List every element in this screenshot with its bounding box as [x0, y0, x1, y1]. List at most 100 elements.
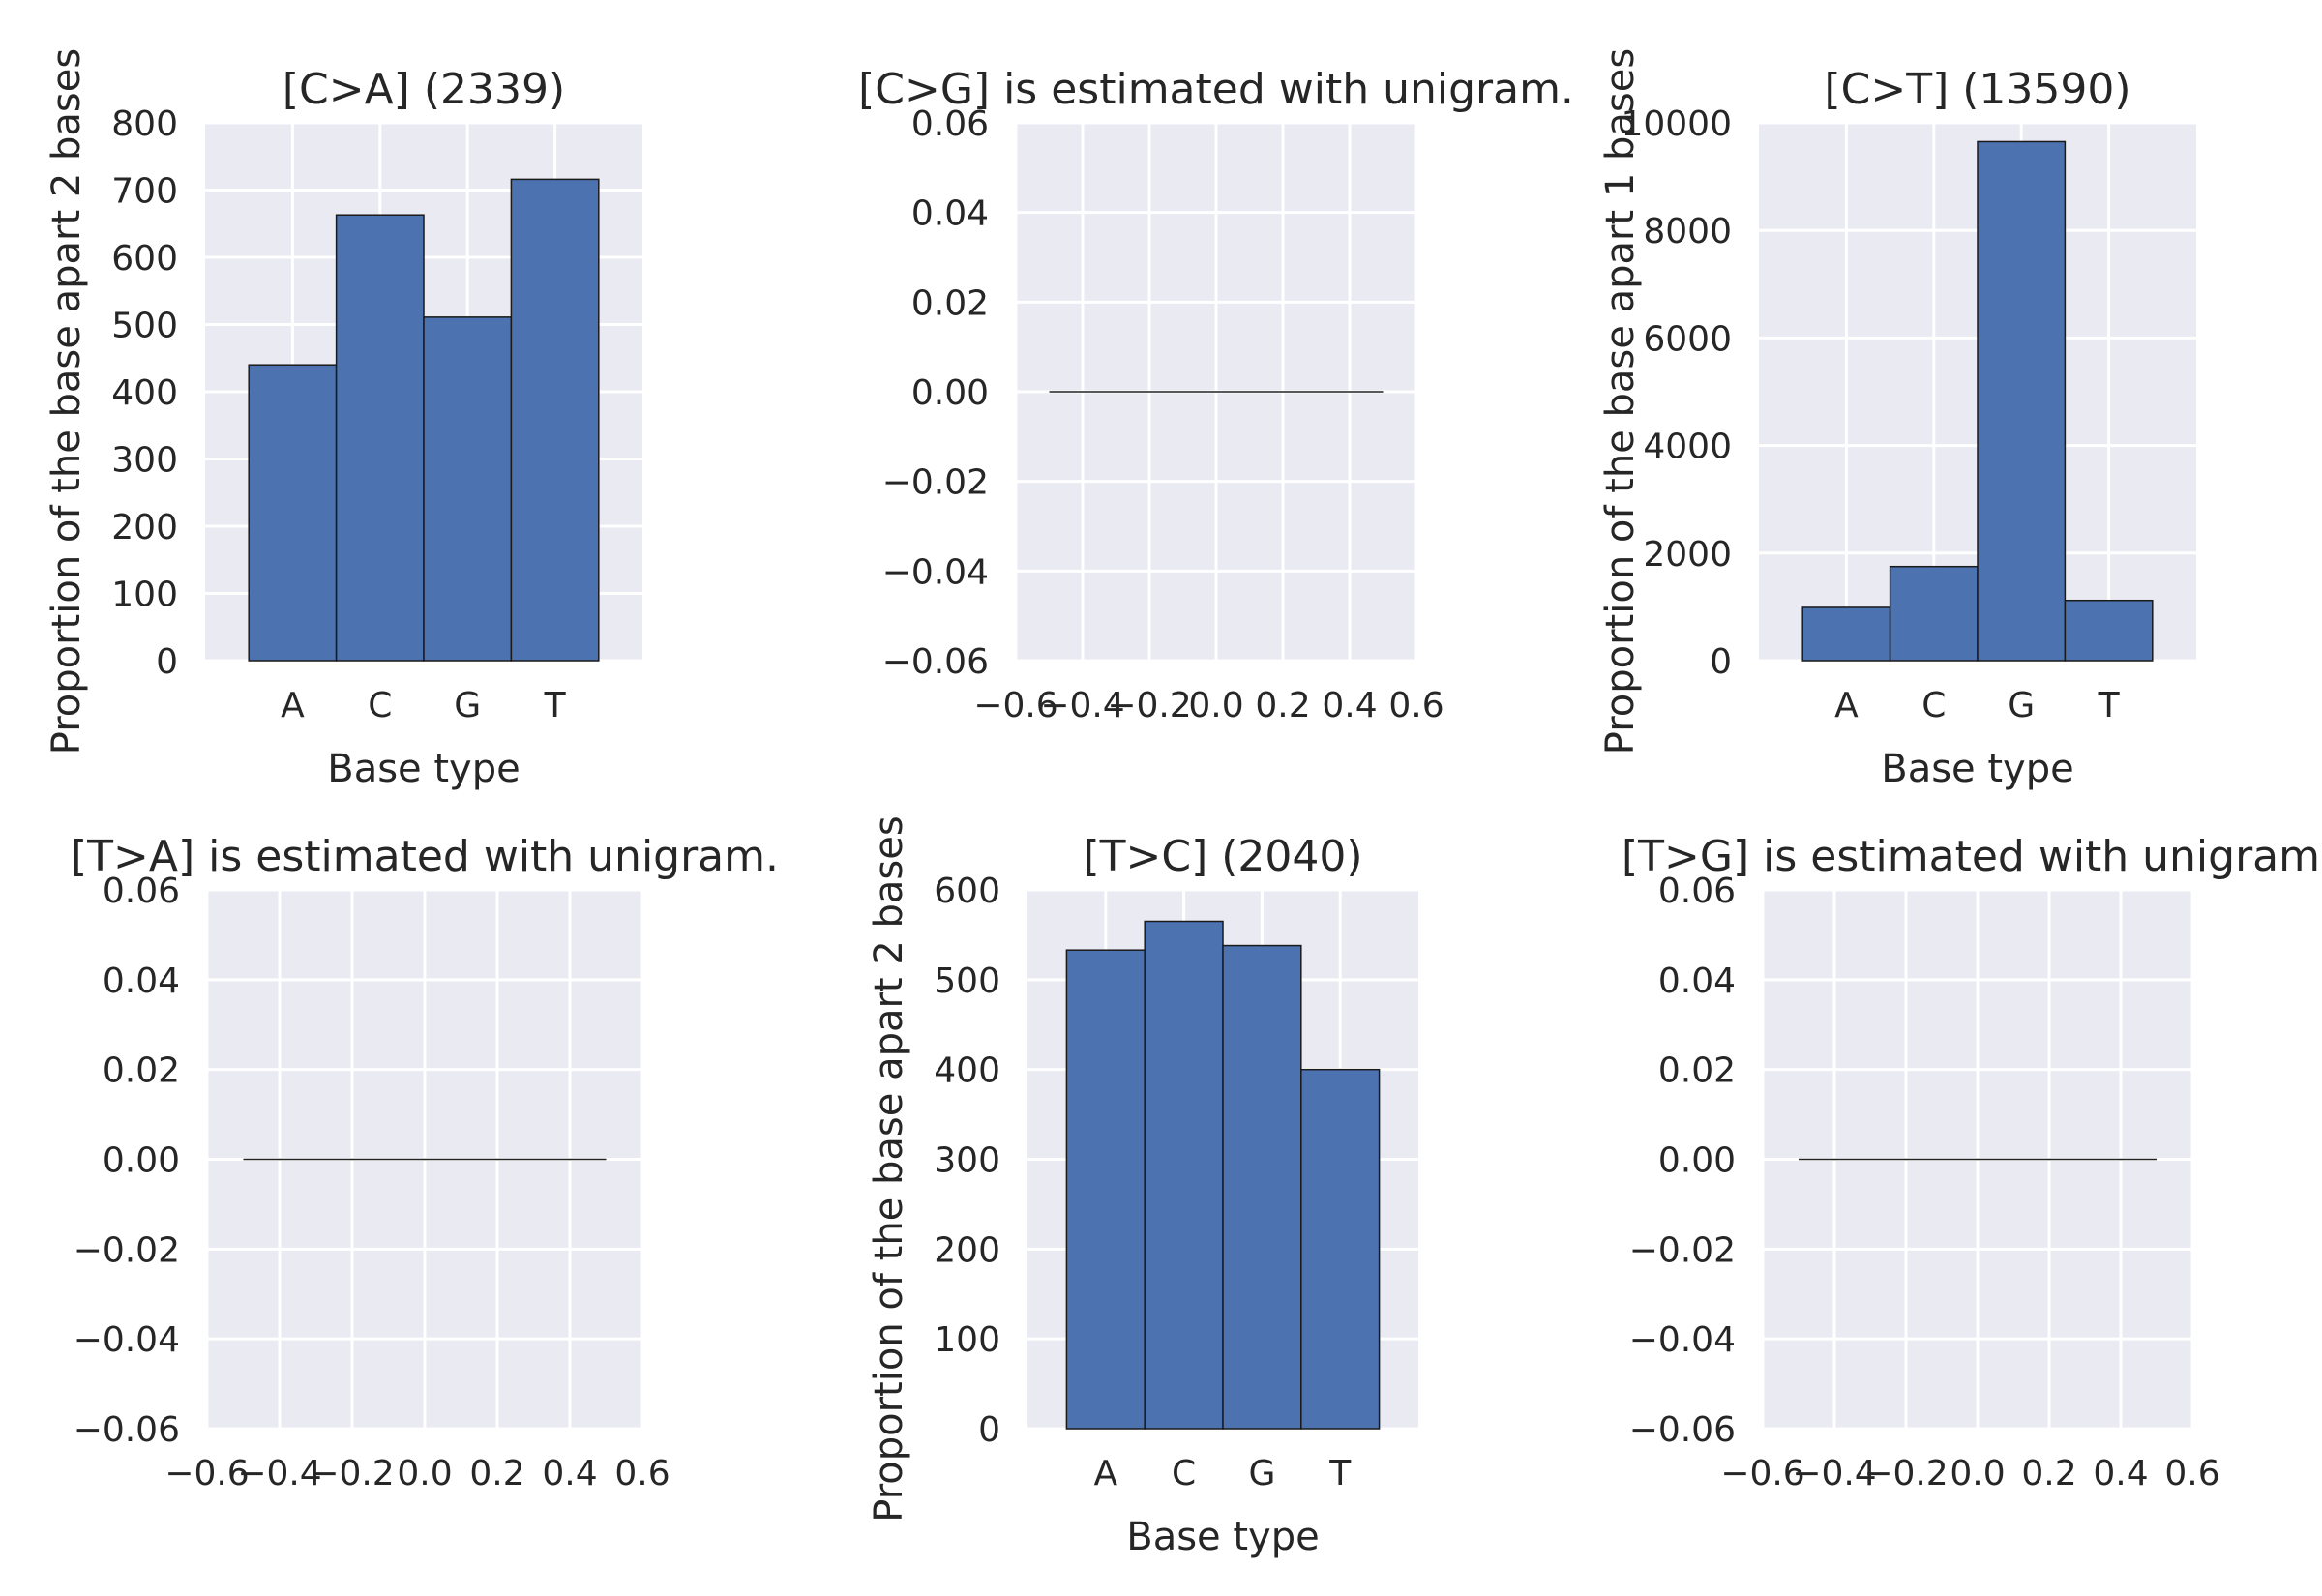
y-tick-label: 500: [111, 307, 178, 346]
y-tick-label: 600: [934, 872, 1000, 911]
x-tick-label: A: [1834, 686, 1859, 725]
y-tick-label: 100: [111, 576, 178, 615]
x-tick-label: G: [454, 686, 481, 725]
x-tick-label: 0.0: [1188, 686, 1243, 725]
y-axis-label: Proportion of the base apart 1 bases: [1598, 48, 1643, 754]
y-axis-label: Proportion of the base apart 2 bases: [867, 815, 911, 1522]
y-tick-label: 0.00: [103, 1141, 180, 1181]
y-tick-label: 0.06: [1658, 872, 1736, 911]
x-tick-label: −0.6: [1720, 1454, 1804, 1493]
x-tick-label: −0.6: [164, 1454, 249, 1493]
y-tick-label: 8000: [1643, 212, 1732, 251]
y-tick-label: −0.02: [1629, 1230, 1736, 1270]
y-tick-label: 0.02: [1658, 1051, 1736, 1091]
subplot-2: −0.06 −0.04 −0.02 0.00 0.02 0.04 0.06 −0.6−0.4−…: [858, 65, 1574, 725]
y-tick-label: 400: [111, 373, 178, 413]
x-tick-label: C: [1172, 1454, 1196, 1493]
x-tick-label: 0.4: [1322, 686, 1377, 725]
x-tick-label: T: [544, 686, 567, 725]
x-tick-label: G: [2008, 686, 2035, 725]
subplot-title: [T>A] is estimated with unigram.: [71, 832, 779, 881]
x-tick-label: 0.2: [469, 1454, 524, 1493]
y-tick-label: 4000: [1643, 428, 1732, 467]
y-tick-label: 0.04: [911, 194, 989, 234]
bar-T: [1300, 1068, 1381, 1430]
y-tick-label: −0.02: [882, 463, 989, 503]
x-tick-label: 0.6: [2164, 1454, 2219, 1493]
x-tick-label: T: [2098, 686, 2121, 725]
x-axis-label: Base type: [1126, 1515, 1319, 1559]
y-tick-label: 0.02: [911, 283, 989, 323]
bar-G: [423, 316, 513, 662]
subplot-title: [T>C] (2040): [1083, 832, 1362, 881]
y-tick-label: 0.04: [103, 961, 180, 1001]
subplot-6: −0.06 −0.04 −0.02 0.00 0.02 0.04 0.06 −0.6−0.4−…: [1622, 832, 2322, 1493]
y-tick-label: −0.06: [1629, 1410, 1736, 1450]
y-tick-label: −0.06: [882, 642, 989, 682]
x-tick-label: 0.0: [397, 1454, 452, 1493]
x-tick-label: −0.4: [237, 1454, 321, 1493]
x-tick-label: 0.4: [542, 1454, 597, 1493]
y-tick-label: 300: [934, 1141, 1000, 1181]
subplot-title: [C>A] (2339): [283, 65, 565, 114]
y-tick-label: 0: [156, 642, 178, 682]
y-tick-label: −0.04: [882, 552, 989, 592]
x-tick-label: 0.2: [1255, 686, 1310, 725]
y-tick-label: −0.04: [1629, 1320, 1736, 1360]
y-tick-label: 6000: [1643, 319, 1732, 359]
subplot-3: 0 2000 4000 6000 8000 10000 A C G T [C>T] (13590) B…: [1598, 48, 2196, 791]
y-tick-label: 600: [111, 239, 178, 279]
bar-C: [1889, 565, 1979, 662]
bar-A: [1801, 606, 1891, 662]
y-axis-label: Proportion of the base apart 2 bases: [45, 48, 89, 754]
y-tick-label: 300: [111, 441, 178, 481]
x-tick-label: −0.2: [1107, 686, 1191, 725]
y-tick-label: 200: [934, 1230, 1000, 1270]
y-tick-label: 0.00: [911, 373, 989, 413]
x-tick-label: 0.6: [614, 1454, 670, 1493]
bar-A: [1065, 949, 1146, 1430]
y-tick-label: 200: [111, 508, 178, 547]
y-tick-label: 0.06: [103, 872, 180, 911]
x-tick-label: A: [281, 686, 305, 725]
x-axis-label: Base type: [1881, 747, 2073, 791]
y-tick-label: 100: [934, 1320, 1000, 1360]
bar-T: [510, 178, 600, 662]
bar-T: [2064, 599, 2154, 662]
x-tick-label: A: [1093, 1454, 1117, 1493]
y-tick-label: 400: [934, 1051, 1000, 1091]
bar-G: [1222, 944, 1302, 1430]
y-tick-label: 0: [1710, 642, 1732, 682]
y-tick-label: −0.04: [74, 1320, 180, 1360]
bar-C: [1144, 920, 1224, 1430]
x-tick-label: 0.6: [1388, 686, 1444, 725]
x-tick-label: −0.2: [310, 1454, 394, 1493]
y-tick-label: 500: [934, 961, 1000, 1001]
bar-G: [1977, 140, 2067, 662]
y-tick-label: −0.06: [74, 1410, 180, 1450]
y-tick-label: 700: [111, 172, 178, 212]
x-tick-label: 0.4: [2093, 1454, 2148, 1493]
y-tick-label: 0.02: [103, 1051, 180, 1091]
x-tick-label: −0.4: [1792, 1454, 1876, 1493]
y-tick-label: −0.02: [74, 1230, 180, 1270]
subplot-title: [C>G] is estimated with unigram.: [858, 65, 1574, 114]
x-tick-label: −0.4: [1040, 686, 1124, 725]
x-tick-label: −0.2: [1863, 1454, 1948, 1493]
y-tick-label: 0: [978, 1410, 1000, 1450]
subplot-title: [T>G] is estimated with unigram.: [1622, 832, 2322, 881]
x-tick-label: −0.6: [973, 686, 1057, 725]
y-tick-label: 800: [111, 104, 178, 144]
y-tick-label: 2000: [1643, 535, 1732, 575]
y-tick-label: 0.00: [1658, 1141, 1736, 1181]
x-tick-label: G: [1248, 1454, 1275, 1493]
subplot-1: 0 100 200 300 400 500 600 700 800 A C G T [C>A] (2339…: [45, 48, 642, 791]
y-tick-label: 0.06: [911, 104, 989, 144]
x-axis-label: Base type: [327, 747, 520, 791]
x-tick-label: C: [368, 686, 392, 725]
subplot-4: −0.06 −0.04 −0.02 0.00 0.02 0.04 0.06 −0.6−0.4−…: [71, 832, 779, 1493]
x-tick-label: T: [1328, 1454, 1352, 1493]
x-tick-label: C: [1921, 686, 1946, 725]
y-tick-label: 10000: [1621, 104, 1732, 144]
